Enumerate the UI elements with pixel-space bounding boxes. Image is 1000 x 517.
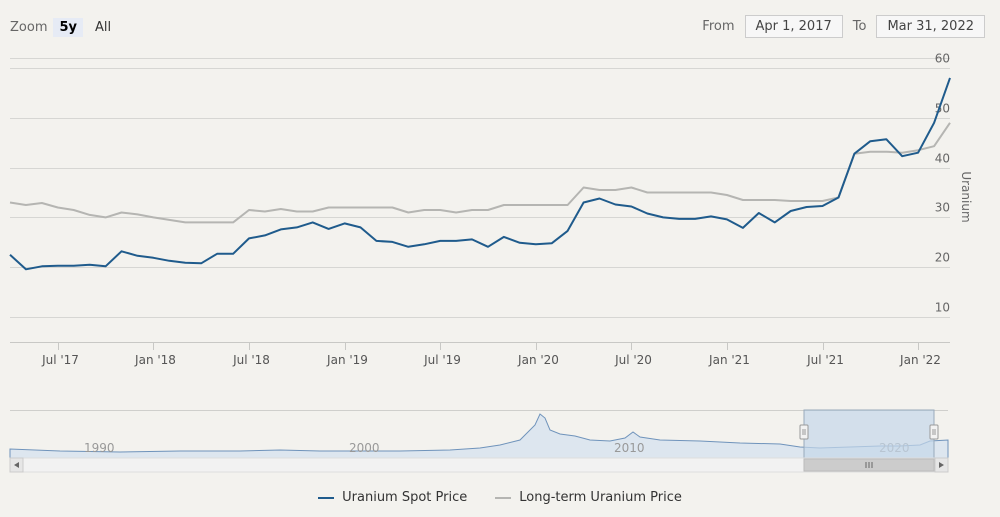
y-tick-label: 10 bbox=[935, 301, 950, 315]
navigator-label-2000: 2000 bbox=[349, 441, 380, 455]
zoom-label: Zoom bbox=[10, 20, 48, 35]
x-tick-label: Jul '21 bbox=[806, 353, 844, 367]
to-date-input[interactable]: Mar 31, 2022 bbox=[876, 15, 985, 38]
y-axis-title: Uranium bbox=[959, 171, 973, 222]
to-label: To bbox=[852, 19, 867, 34]
scrollbar-left-arrow[interactable] bbox=[9, 457, 24, 473]
scrollbar-right-arrow[interactable] bbox=[934, 457, 949, 473]
navigator-selected-range[interactable] bbox=[803, 409, 935, 459]
x-tick-label: Jan '18 bbox=[134, 353, 176, 367]
y-tick-label: 20 bbox=[935, 251, 950, 265]
x-tick-label: Jul '19 bbox=[423, 353, 461, 367]
y-tick-label: 60 bbox=[935, 52, 950, 66]
scrollbar-thumb[interactable] bbox=[803, 458, 935, 472]
x-tick-label: Jan '21 bbox=[708, 353, 750, 367]
legend: Uranium Spot Price Long-term Uranium Pri… bbox=[0, 490, 1000, 505]
navigator[interactable]: 1990 2000 2010 2020 bbox=[9, 409, 949, 459]
zoom-selector: Zoom 5y All bbox=[10, 18, 117, 37]
scrollbar[interactable] bbox=[9, 457, 949, 473]
y-tick-label: 40 bbox=[935, 152, 950, 166]
x-tick-label: Jul '17 bbox=[41, 353, 79, 367]
legend-swatch-longterm bbox=[495, 496, 512, 499]
series-longterm-line[interactable] bbox=[9, 122, 951, 224]
legend-swatch-spot bbox=[318, 496, 335, 499]
zoom-all-button[interactable]: All bbox=[95, 20, 112, 35]
navigator-right-handle[interactable] bbox=[929, 424, 939, 440]
navigator-left-handle[interactable] bbox=[799, 424, 809, 440]
from-label: From bbox=[702, 19, 735, 34]
x-tick-label: Jan '19 bbox=[326, 353, 368, 367]
navigator-label-1990: 1990 bbox=[84, 441, 115, 455]
legend-item-longterm[interactable]: Long-term Uranium Price bbox=[495, 490, 682, 505]
from-date-input[interactable]: Apr 1, 2017 bbox=[744, 15, 843, 38]
legend-item-spot[interactable]: Uranium Spot Price bbox=[318, 490, 467, 505]
date-range-inputs: From Apr 1, 2017 To Mar 31, 2022 bbox=[692, 15, 985, 38]
series-spot-line[interactable] bbox=[9, 77, 951, 271]
x-tick-label: Jan '20 bbox=[517, 353, 559, 367]
x-tick-label: Jul '20 bbox=[614, 353, 652, 367]
x-tick-label: Jul '18 bbox=[232, 353, 270, 367]
legend-label-spot: Uranium Spot Price bbox=[342, 490, 468, 505]
legend-label-longterm: Long-term Uranium Price bbox=[519, 490, 682, 505]
navigator-label-2010: 2010 bbox=[614, 441, 645, 455]
zoom-5y-button[interactable]: 5y bbox=[53, 18, 84, 37]
x-tick-label: Jan '22 bbox=[899, 353, 941, 367]
y-tick-label: 30 bbox=[935, 201, 950, 215]
